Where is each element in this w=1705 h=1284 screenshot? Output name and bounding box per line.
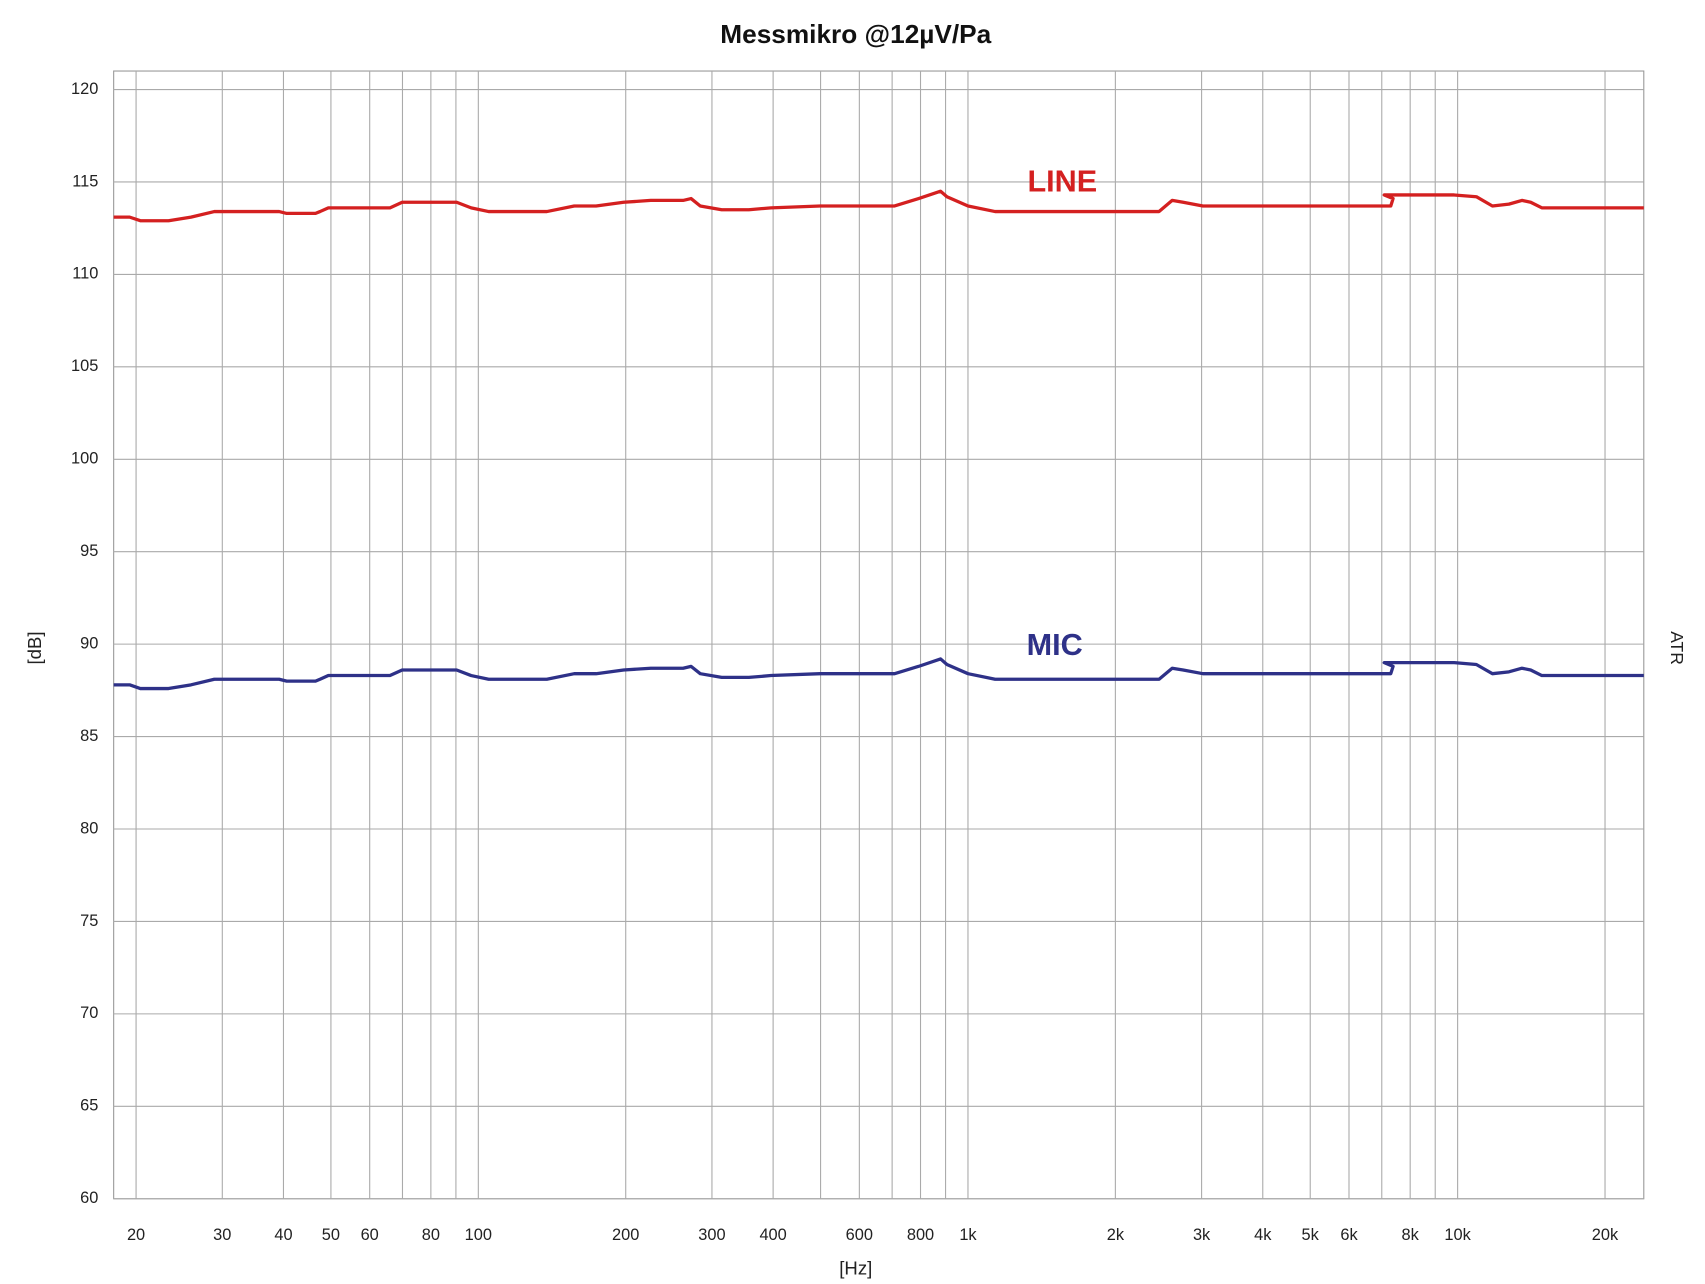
- y-tick-label: 65: [80, 1097, 98, 1115]
- x-tick-label: 600: [846, 1226, 873, 1244]
- y-tick-label: 85: [80, 727, 98, 745]
- series-label: LINE: [1027, 165, 1097, 199]
- x-tick-label: 400: [759, 1226, 786, 1244]
- x-tick-label: 2k: [1107, 1226, 1125, 1244]
- x-axis-label: [Hz]: [839, 1258, 872, 1279]
- y-tick-label: 70: [80, 1004, 98, 1022]
- x-tick-label: 60: [361, 1226, 379, 1244]
- series-label: MIC: [1027, 628, 1083, 662]
- y-tick-label: 90: [80, 634, 98, 652]
- x-tick-label: 20: [127, 1226, 145, 1244]
- x-tick-label: 80: [422, 1226, 440, 1244]
- x-tick-label: 1k: [959, 1226, 977, 1244]
- x-tick-label: 3k: [1193, 1226, 1211, 1244]
- x-tick-label: 8k: [1402, 1226, 1420, 1244]
- x-tick-label: 100: [465, 1226, 492, 1244]
- chart-title: Messmikro @12µV/Pa: [720, 19, 991, 49]
- y-tick-label: 110: [72, 265, 98, 283]
- x-tick-label: 300: [698, 1226, 725, 1244]
- x-tick-label: 5k: [1302, 1226, 1320, 1244]
- plot-frame: [113, 70, 1645, 1200]
- y-tick-label: 120: [71, 80, 98, 98]
- y-tick-label: 100: [71, 450, 98, 468]
- x-tick-label: 20k: [1592, 1226, 1619, 1244]
- x-tick-label: 40: [274, 1226, 292, 1244]
- series-line: [113, 189, 1644, 223]
- x-tick-label: 30: [213, 1226, 231, 1244]
- y-tick-label: 60: [80, 1189, 98, 1207]
- y-tick-label: 115: [72, 172, 98, 190]
- y-tick-label: 75: [80, 912, 98, 930]
- x-tick-label: 4k: [1254, 1226, 1272, 1244]
- x-tick-label: 10k: [1444, 1226, 1471, 1244]
- right-label: ATR: [1667, 631, 1687, 665]
- series-line: [113, 657, 1644, 691]
- y-tick-label: 80: [80, 819, 98, 837]
- x-tick-label: 50: [322, 1226, 340, 1244]
- y-tick-label: 95: [80, 542, 98, 560]
- y-tick-label: 105: [71, 357, 98, 375]
- x-tick-label: 6k: [1340, 1226, 1358, 1244]
- x-tick-label: 200: [612, 1226, 639, 1244]
- y-axis-label: [dB]: [24, 631, 45, 664]
- x-tick-label: 800: [907, 1226, 934, 1244]
